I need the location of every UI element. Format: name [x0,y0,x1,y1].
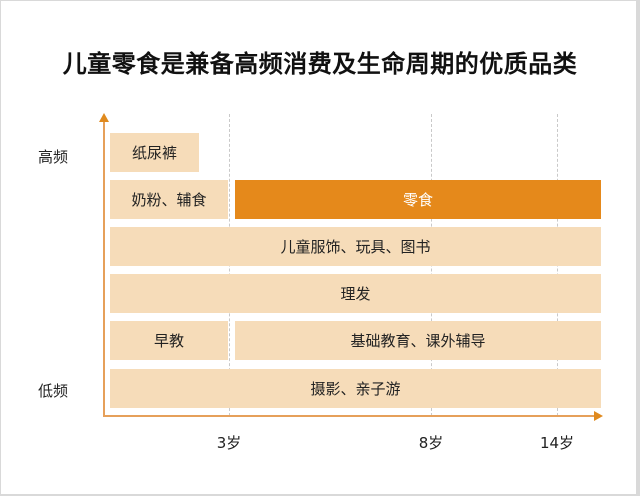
bar-diapers: 纸尿裤 [110,133,199,172]
bar-photo-travel: 摄影、亲子游 [110,369,601,408]
y-axis [103,120,105,417]
x-axis-arrow-icon [594,411,603,421]
x-tick-14: 14岁 [539,434,575,452]
y-label-high: 高频 [38,148,69,166]
bar-formula: 奶粉、辅食 [110,180,228,219]
chart-title: 儿童零食是兼备高频消费及生命周期的优质品类 [62,50,578,78]
x-tick-3: 3岁 [216,434,242,452]
x-tick-8: 8岁 [418,434,444,452]
bar-early-edu: 早教 [110,321,228,360]
y-label-low: 低频 [38,382,69,400]
y-axis-arrow-icon [99,113,109,122]
x-axis [103,415,595,417]
bar-snacks: 零食 [235,180,601,219]
bar-haircut: 理发 [110,274,601,313]
bar-clothing: 儿童服饰、玩具、图书 [110,227,601,266]
bar-education: 基础教育、课外辅导 [235,321,601,360]
